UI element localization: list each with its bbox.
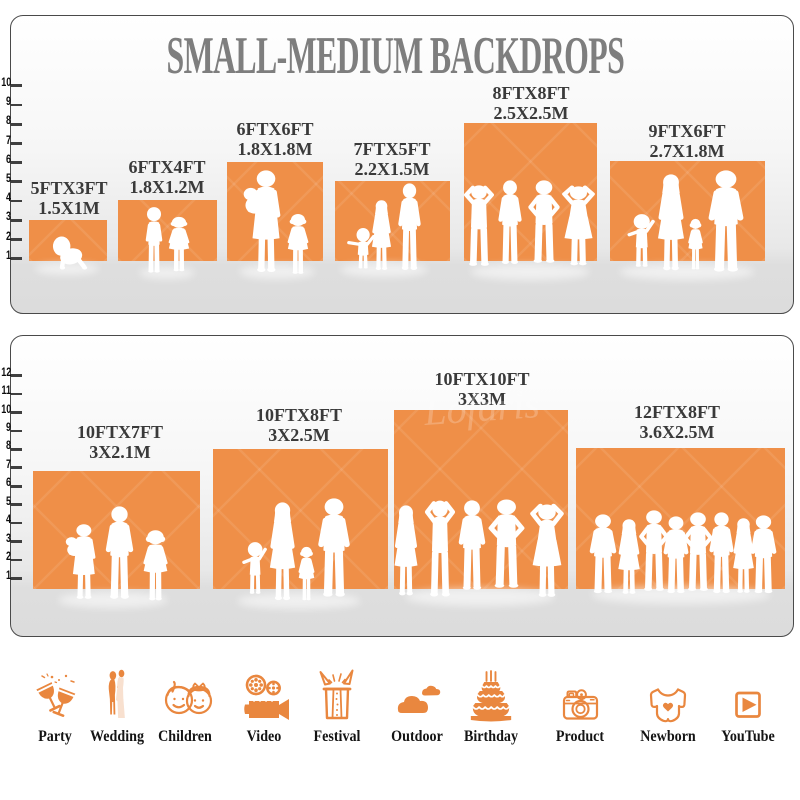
svg-text:Lofaris: Lofaris <box>421 381 540 434</box>
